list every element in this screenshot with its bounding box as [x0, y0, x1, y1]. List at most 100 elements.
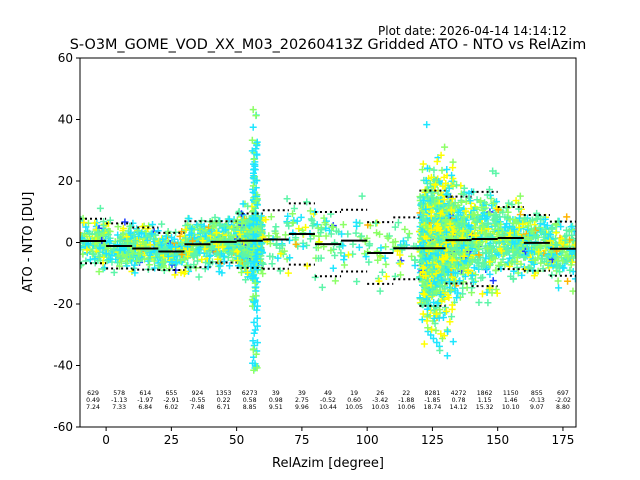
data-point — [469, 278, 477, 286]
data-point — [136, 243, 144, 251]
data-point — [419, 250, 427, 258]
x-axis-label: RelAzim [degree] — [272, 456, 384, 471]
data-point — [233, 223, 241, 231]
data-point — [475, 251, 483, 259]
data-point — [443, 208, 451, 216]
data-point — [443, 166, 451, 174]
data-point — [511, 240, 519, 248]
data-point — [439, 266, 447, 274]
data-point — [501, 223, 509, 231]
y-tick-label: 0 — [65, 236, 73, 250]
bin-count-label: 6273 — [242, 390, 258, 397]
data-point — [397, 243, 405, 251]
data-point — [293, 217, 301, 225]
bin-count-label: 578 — [113, 390, 125, 397]
data-point — [509, 246, 517, 254]
data-point — [303, 241, 311, 249]
data-point — [427, 212, 435, 220]
data-point — [489, 167, 497, 175]
data-point — [433, 157, 441, 165]
data-point — [484, 299, 492, 307]
bin-std-label: 6.71 — [217, 404, 231, 411]
data-point — [563, 213, 571, 221]
bin-mean-label: 0.58 — [243, 397, 257, 404]
data-point — [566, 266, 574, 274]
data-point — [251, 279, 259, 287]
y-tick-label: -40 — [53, 359, 73, 373]
data-point — [420, 340, 428, 348]
data-point — [420, 197, 428, 205]
data-point — [529, 227, 537, 235]
data-point — [424, 324, 432, 332]
data-point — [442, 216, 450, 224]
data-point — [436, 227, 444, 235]
data-point — [181, 255, 189, 263]
data-point — [257, 223, 265, 231]
data-point — [222, 226, 230, 234]
data-point — [554, 257, 562, 265]
data-point — [483, 265, 491, 273]
axes: 0 25 50 75 100 125 150 175 -60 -40 -20 0 20 40 60 — [53, 51, 574, 447]
data-point — [499, 255, 507, 263]
data-point — [448, 171, 456, 179]
data-point — [490, 212, 498, 220]
data-point — [489, 277, 497, 285]
data-point — [569, 287, 576, 295]
bin-count-label: 39 — [298, 390, 306, 397]
data-point — [439, 233, 447, 241]
data-point — [195, 273, 203, 281]
data-point — [437, 151, 445, 159]
bin-std-label: 7.33 — [112, 404, 126, 411]
bin-std-label: 7.24 — [86, 404, 100, 411]
data-point — [546, 237, 554, 245]
data-point — [339, 242, 347, 250]
data-point — [249, 106, 257, 114]
data-point — [225, 215, 233, 223]
bin-mean-label: -1.97 — [137, 397, 153, 404]
data-point — [253, 322, 261, 330]
data-point — [250, 155, 258, 163]
data-point — [459, 278, 467, 286]
data-point — [378, 268, 386, 276]
data-point — [172, 243, 180, 251]
data-point — [259, 260, 267, 268]
data-point — [424, 297, 432, 305]
data-point — [492, 285, 500, 293]
data-point — [475, 262, 483, 270]
data-point — [282, 231, 290, 239]
data-point — [535, 248, 543, 256]
bin-std-label: 8.85 — [243, 404, 257, 411]
data-point — [408, 252, 416, 260]
data-point — [538, 228, 546, 236]
data-point — [460, 213, 468, 221]
data-point — [474, 214, 482, 222]
bin-mean-label: 2.75 — [295, 397, 309, 404]
data-point — [423, 317, 431, 325]
data-point — [349, 240, 357, 248]
data-point — [251, 326, 259, 334]
data-point — [138, 229, 146, 237]
data-point — [448, 256, 456, 264]
data-point — [250, 244, 258, 252]
data-point — [104, 231, 112, 239]
bin-count-label: 655 — [165, 390, 177, 397]
data-point — [102, 250, 110, 258]
data-point — [442, 307, 450, 315]
data-point — [541, 215, 549, 223]
data-point — [253, 246, 261, 254]
data-point — [439, 201, 447, 209]
data-point — [99, 222, 107, 230]
data-point — [382, 260, 390, 268]
data-point — [418, 166, 426, 174]
data-point — [541, 233, 549, 241]
data-point — [502, 204, 510, 212]
data-point — [280, 247, 288, 255]
data-point — [487, 252, 495, 260]
data-point — [213, 229, 221, 237]
data-point — [148, 230, 156, 238]
data-point — [460, 190, 468, 198]
data-point — [268, 260, 276, 268]
data-point — [411, 256, 419, 264]
data-point — [283, 195, 291, 203]
data-point — [484, 244, 492, 252]
